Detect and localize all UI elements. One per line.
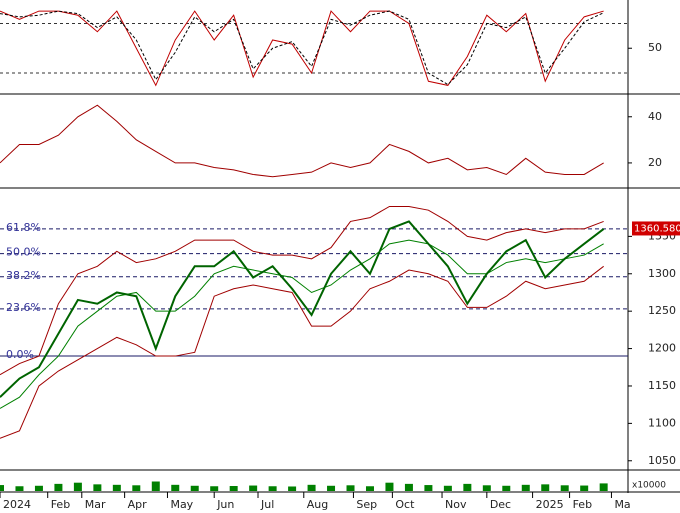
y-tick-label: 50 (648, 41, 662, 54)
series-line (0, 10, 604, 86)
volume-bar (385, 482, 394, 491)
x-tick-label: Apr (128, 498, 148, 511)
volume-bar (288, 486, 297, 491)
y-tick-label: 1300 (648, 267, 676, 280)
volume-bar (365, 486, 374, 491)
volume-bar (132, 485, 141, 491)
volume-bar (210, 486, 219, 491)
last-price-box (632, 221, 680, 236)
volume-bar (463, 483, 472, 491)
volume-bar (327, 485, 336, 491)
series-line (0, 265, 604, 439)
volume-bar (93, 484, 102, 491)
fib-label: 50.0% (6, 246, 41, 259)
x-tick-label: Ma (614, 498, 630, 511)
volume-bar (482, 485, 491, 491)
volume-bar (54, 483, 63, 491)
x-tick-label: Feb (51, 498, 70, 511)
volume-bar (0, 485, 4, 491)
volume-bar (15, 486, 24, 491)
volume-bar (249, 485, 258, 491)
volume-bar (424, 485, 433, 491)
x-tick-label: Mar (85, 498, 106, 511)
fib-label: 61.8% (6, 221, 41, 234)
volume-bar (521, 484, 530, 491)
fib-label: 23.6% (6, 301, 41, 314)
series-line (0, 205, 604, 376)
y-tick-label: 1100 (648, 416, 676, 429)
y-tick-label: 1050 (648, 454, 676, 467)
volume-bar (151, 481, 160, 491)
y-tick-label: 40 (648, 110, 662, 123)
volume-bar (34, 485, 43, 491)
volume-bar (229, 486, 238, 491)
y-tick-label: 20 (648, 156, 662, 169)
series-line (0, 10, 604, 87)
volume-bar (346, 485, 355, 491)
x-tick-label: Jul (260, 498, 274, 511)
x-tick-label: Jun (216, 498, 234, 511)
volume-bar (541, 484, 550, 491)
volume-bar (112, 484, 121, 491)
x-tick-label: Aug (307, 498, 328, 511)
volume-bar (502, 485, 511, 491)
y-tick-label: 1150 (648, 379, 676, 392)
x-tick-label: 2024 (3, 498, 31, 511)
x-tick-label: Feb (573, 498, 592, 511)
volume-bar (404, 483, 413, 491)
y-tick-label: 1200 (648, 342, 676, 355)
volume-bar (560, 485, 569, 491)
unit-label: x10000 (632, 481, 666, 491)
x-tick-label: Nov (445, 498, 467, 511)
volume-bar (443, 485, 452, 491)
last-price-label: 1360.580 (634, 223, 680, 234)
series-line (0, 104, 604, 178)
x-tick-label: Oct (395, 498, 415, 511)
x-tick-label: Sep (356, 498, 377, 511)
volume-bar (580, 485, 589, 491)
volume-bar (599, 483, 608, 491)
volume-bar (190, 485, 199, 491)
volume-bar (268, 486, 277, 491)
volume-bar (73, 482, 82, 491)
fib-label: 0.0% (6, 348, 34, 361)
series-line (0, 239, 604, 409)
x-tick-label: Dec (490, 498, 511, 511)
x-tick-label: May (170, 498, 193, 511)
volume-bar (171, 484, 180, 491)
volume-bar (307, 484, 316, 491)
x-tick-label: 2025 (536, 498, 564, 511)
series-line (0, 220, 605, 398)
fib-label: 38.2% (6, 269, 41, 282)
y-tick-label: 1250 (648, 304, 676, 317)
